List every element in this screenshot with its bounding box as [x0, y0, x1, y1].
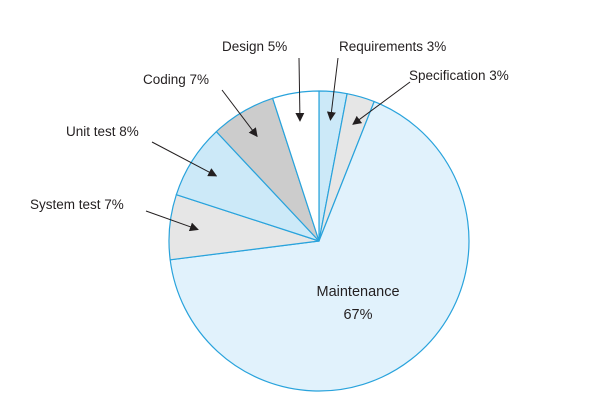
slice-label-specification: Specification 3% [409, 68, 509, 83]
slice-label-coding: Coding 7% [143, 72, 209, 87]
slice-label-design: Design 5% [222, 39, 287, 54]
slice-label-requirements: Requirements 3% [339, 39, 446, 54]
leader-arrow-design [295, 57, 305, 122]
pie-slice-maintenance [169, 100, 470, 392]
slice-value-maintenance: 67% [343, 307, 372, 323]
slice-label-unit-test: Unit test 8% [66, 124, 139, 139]
slice-label-maintenance: Maintenance [316, 284, 399, 300]
leader-arrow-coding [221, 89, 258, 138]
slice-label-system-test: System test 7% [30, 197, 124, 212]
leader-arrow-specification [352, 81, 411, 125]
pie-slices [168, 90, 470, 392]
leader-arrow-unit-test [151, 141, 218, 177]
leader-lines [145, 57, 411, 232]
leader-arrow-requirements [326, 57, 339, 121]
leader-arrow-system-test [145, 210, 199, 232]
pie-slice-design [272, 90, 320, 242]
